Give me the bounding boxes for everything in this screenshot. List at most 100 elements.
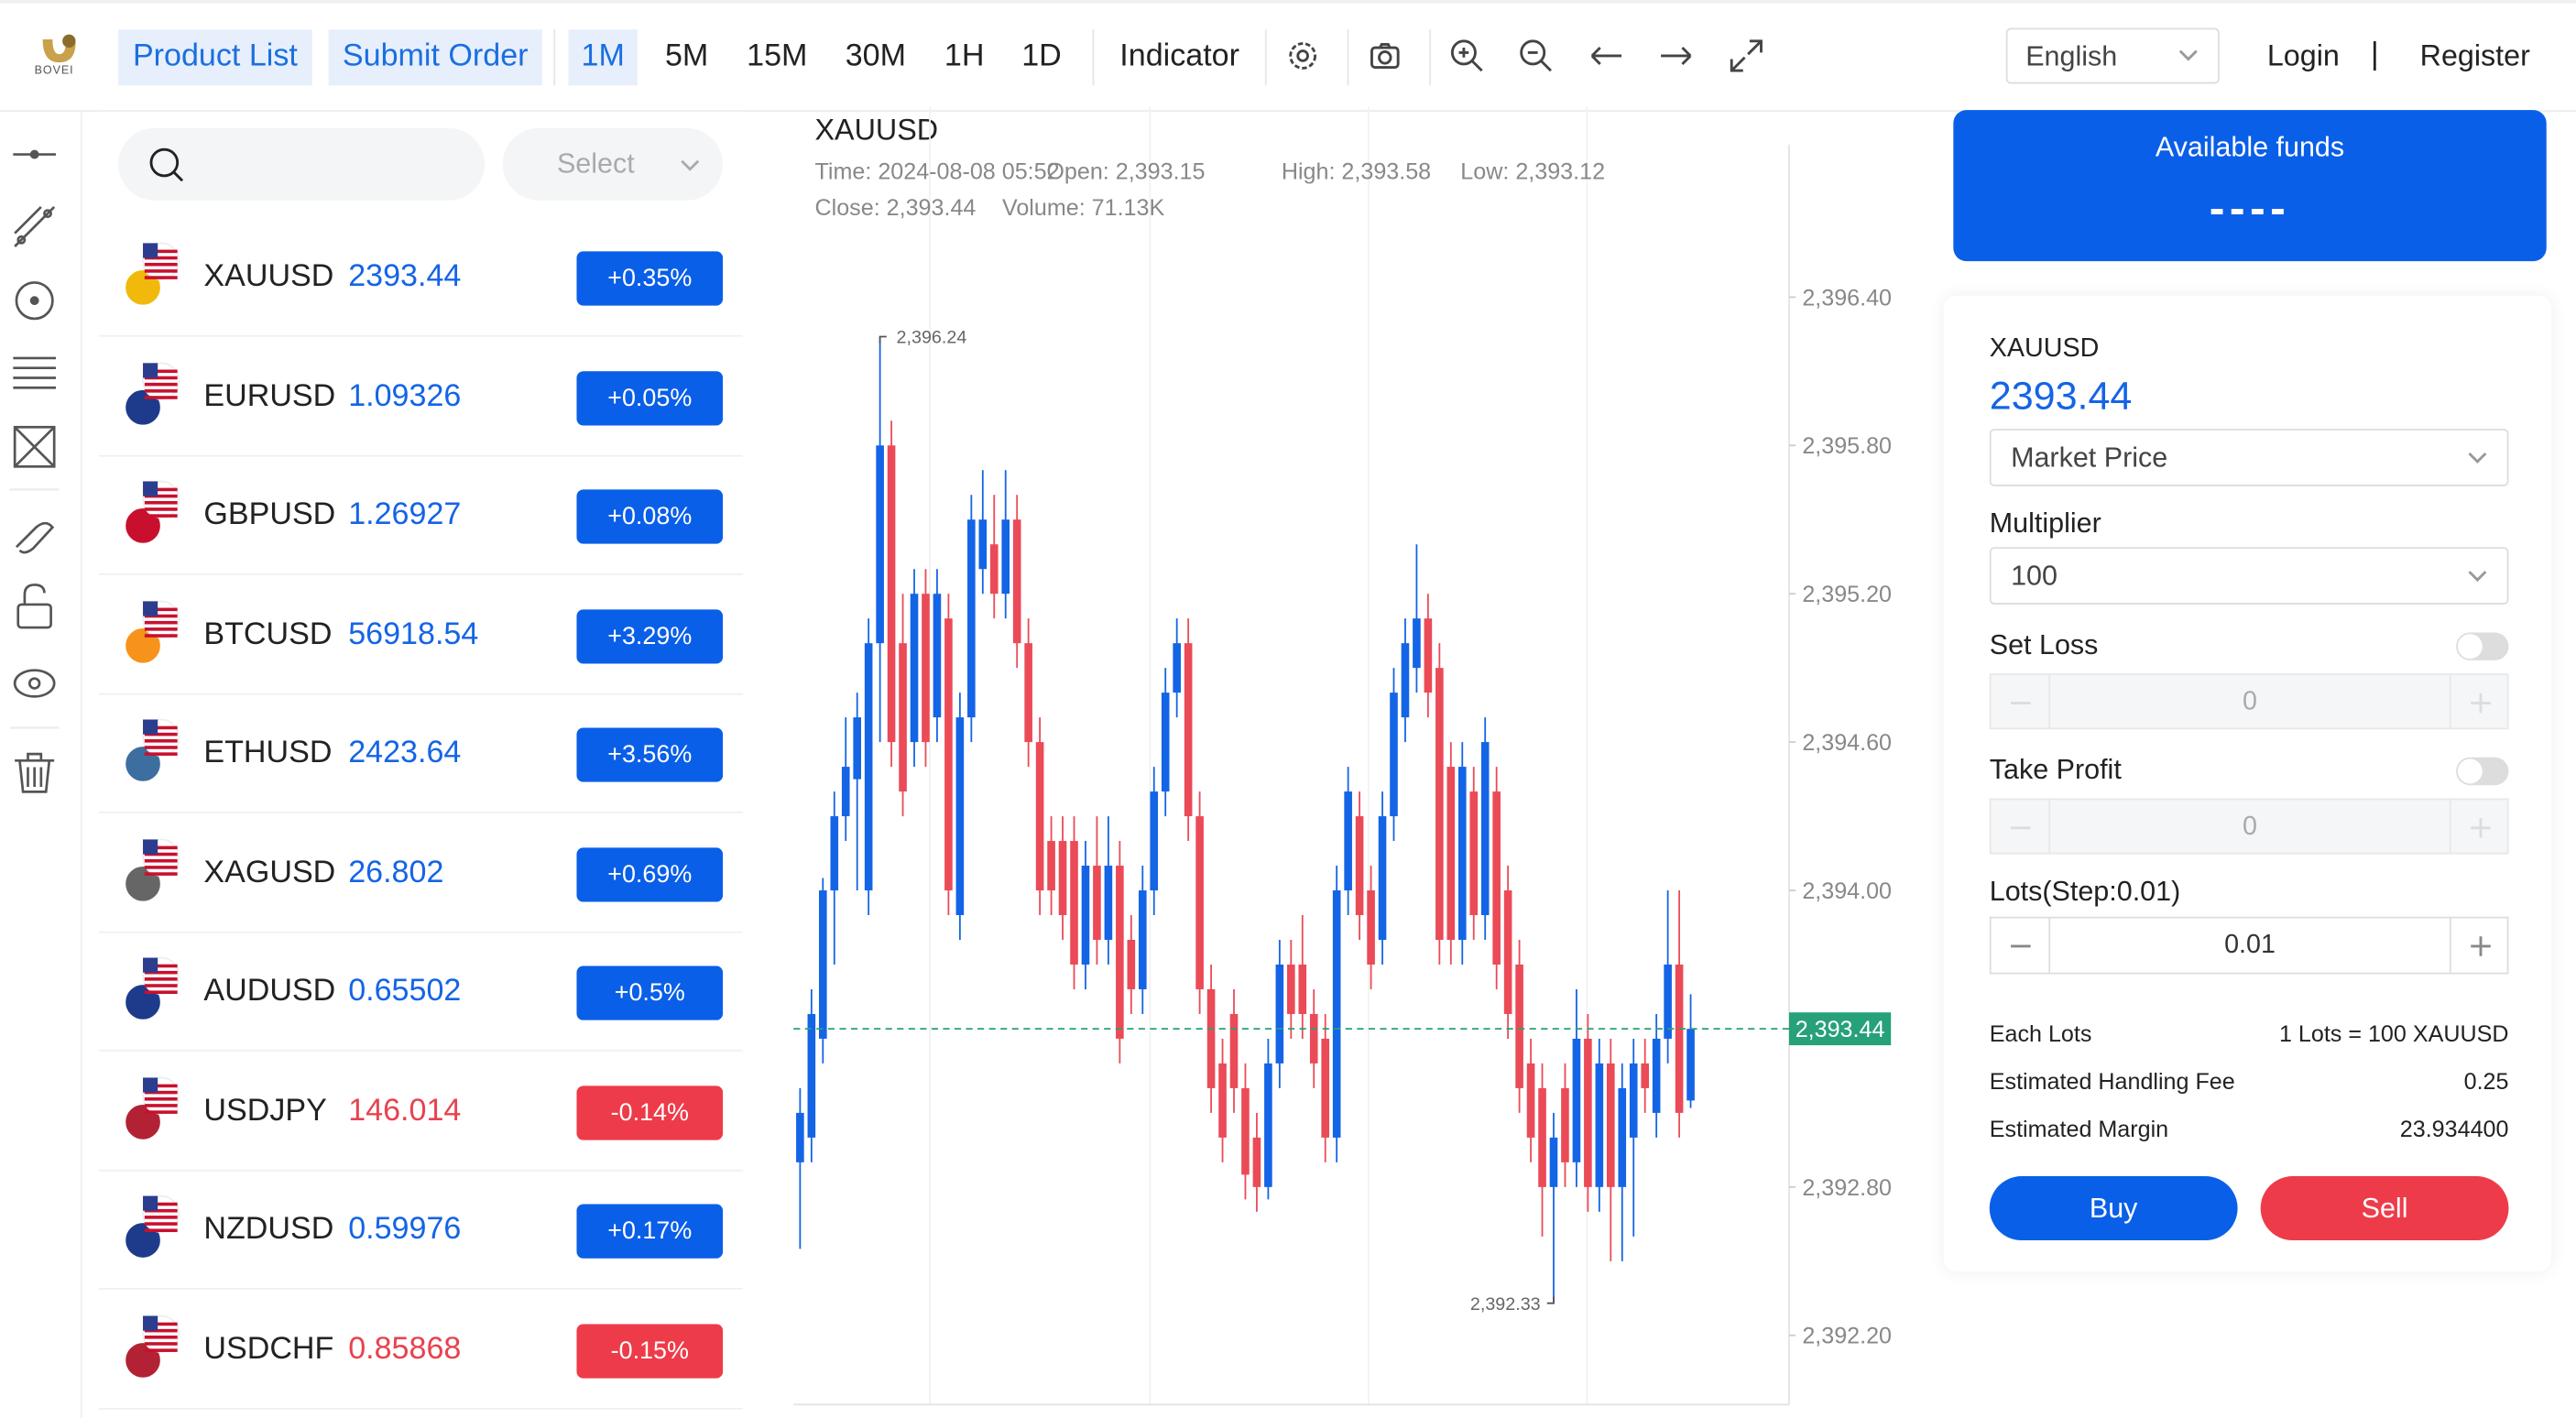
change-badge: +0.05% bbox=[576, 370, 724, 425]
screenshot-icon[interactable] bbox=[1369, 39, 1402, 72]
candle-body bbox=[1675, 964, 1684, 1113]
candle-body bbox=[1150, 791, 1159, 891]
flag-stripe bbox=[144, 395, 178, 398]
scroll-left-icon[interactable] bbox=[1588, 39, 1624, 72]
period-tab[interactable]: 1H bbox=[944, 39, 985, 74]
annotation-label: 2,392.33 bbox=[1470, 1294, 1541, 1314]
flag-stripe bbox=[144, 725, 178, 730]
price-type-select[interactable]: Market Price bbox=[1989, 429, 2509, 486]
last-price-tag bbox=[1788, 1012, 1892, 1046]
fullscreen-icon[interactable] bbox=[1729, 38, 1764, 73]
lots-input[interactable]: 0.01 bbox=[1989, 916, 2509, 975]
period-tab[interactable]: 15M bbox=[747, 39, 808, 74]
flag-stripe bbox=[144, 858, 178, 862]
flag-stripe bbox=[144, 1222, 178, 1226]
candle-body bbox=[933, 594, 942, 718]
period-tab[interactable]: 30M bbox=[845, 39, 907, 74]
zoom-out-icon[interactable] bbox=[1518, 38, 1554, 73]
candle-body bbox=[1309, 1013, 1318, 1064]
separator bbox=[553, 29, 556, 86]
candle-body bbox=[1515, 964, 1523, 1088]
candle-body bbox=[1001, 519, 1010, 594]
candle-body bbox=[1264, 1063, 1272, 1187]
flag-stripe bbox=[144, 865, 178, 868]
period-tab[interactable]: 1M bbox=[568, 29, 638, 86]
language-select[interactable]: English bbox=[2005, 27, 2220, 84]
product-row[interactable] bbox=[98, 338, 743, 456]
product-price: 0.85868 bbox=[348, 1331, 462, 1367]
product-row[interactable] bbox=[98, 576, 743, 694]
separator bbox=[1092, 29, 1095, 86]
product-row[interactable] bbox=[98, 933, 743, 1052]
period-tab[interactable]: 1D bbox=[1021, 39, 1062, 74]
drawing-tools[interactable] bbox=[0, 112, 79, 818]
candle-body bbox=[864, 643, 873, 891]
input-divider bbox=[2048, 800, 2051, 853]
summary-label: Estimated Margin bbox=[1989, 1115, 2169, 1142]
take-profit-input: 0 bbox=[1989, 798, 2509, 855]
logo-icon bbox=[42, 34, 76, 63]
y-tick-label: 2,392.80 bbox=[1802, 1175, 1892, 1201]
product-row[interactable] bbox=[98, 457, 743, 575]
y-tick-label: 2,394.60 bbox=[1802, 730, 1892, 756]
summary-value: 0.25 bbox=[2463, 1067, 2509, 1095]
multiplier-select[interactable]: 100 bbox=[1989, 547, 2509, 605]
candle-body bbox=[1058, 841, 1067, 916]
indicator-button[interactable]: Indicator bbox=[1119, 39, 1239, 74]
settings-icon[interactable] bbox=[1286, 39, 1319, 72]
toggle[interactable] bbox=[2456, 757, 2509, 786]
flag-stripe bbox=[144, 739, 178, 743]
buy-button[interactable]: Buy bbox=[1989, 1176, 2238, 1240]
flag-stripe bbox=[144, 977, 178, 981]
flag-stripe bbox=[144, 368, 178, 373]
product-row[interactable] bbox=[98, 219, 743, 337]
candle-body bbox=[841, 767, 850, 817]
candle-body bbox=[1321, 1038, 1330, 1138]
set-loss-input: 0 bbox=[1989, 673, 2509, 730]
minus-icon[interactable] bbox=[2009, 934, 2032, 957]
category-select[interactable]: Select bbox=[502, 127, 724, 201]
candle-body bbox=[1206, 988, 1216, 1088]
zoom-in-icon[interactable] bbox=[1449, 38, 1485, 73]
product-icon bbox=[124, 718, 180, 783]
search-icon bbox=[149, 147, 184, 182]
candle-body bbox=[1081, 866, 1090, 965]
logo-text: BOVEI bbox=[34, 65, 74, 78]
nav-tab[interactable]: Product List bbox=[118, 29, 312, 86]
period-tab[interactable]: 5M bbox=[664, 39, 709, 74]
candle-body bbox=[1127, 939, 1136, 989]
toggle[interactable] bbox=[2456, 632, 2509, 660]
candle-body bbox=[1686, 1029, 1695, 1101]
flag-stripe bbox=[144, 970, 178, 975]
login-link[interactable]: Login bbox=[2266, 39, 2340, 72]
product-row[interactable] bbox=[98, 1053, 743, 1171]
order-card bbox=[1943, 295, 2552, 1272]
sell-button[interactable]: Sell bbox=[2260, 1176, 2509, 1240]
take-profit-value: 0 bbox=[2243, 813, 2258, 842]
register-link[interactable]: Register bbox=[2419, 39, 2530, 72]
toggle-knob bbox=[2457, 758, 2483, 784]
plus-icon[interactable] bbox=[2469, 934, 2492, 957]
input-divider bbox=[2449, 800, 2451, 853]
ohlc-info: Volume: 71.13K bbox=[1001, 193, 1165, 221]
product-row[interactable] bbox=[98, 1172, 743, 1290]
nav-tab[interactable]: Submit Order bbox=[328, 29, 542, 86]
product-row[interactable] bbox=[98, 814, 743, 933]
annotation-label: 2,396.24 bbox=[897, 328, 967, 348]
flag-stripe bbox=[144, 606, 178, 611]
product-row[interactable] bbox=[98, 695, 743, 813]
candle-body bbox=[1378, 816, 1387, 940]
product-symbol: XAUUSD bbox=[203, 259, 334, 295]
flag-stripe bbox=[144, 1321, 178, 1325]
search-input[interactable] bbox=[118, 127, 486, 201]
product-row[interactable] bbox=[98, 1291, 743, 1409]
candle-body bbox=[1104, 866, 1113, 940]
candle-body bbox=[944, 618, 953, 891]
flag-stripe bbox=[144, 1103, 178, 1107]
flag-stripe bbox=[144, 262, 178, 267]
product-price: 2423.64 bbox=[348, 736, 462, 771]
flag-stripe bbox=[144, 500, 178, 505]
product-price: 0.59976 bbox=[348, 1212, 462, 1248]
flag-canton bbox=[143, 600, 158, 616]
scroll-right-icon[interactable] bbox=[1658, 39, 1694, 72]
